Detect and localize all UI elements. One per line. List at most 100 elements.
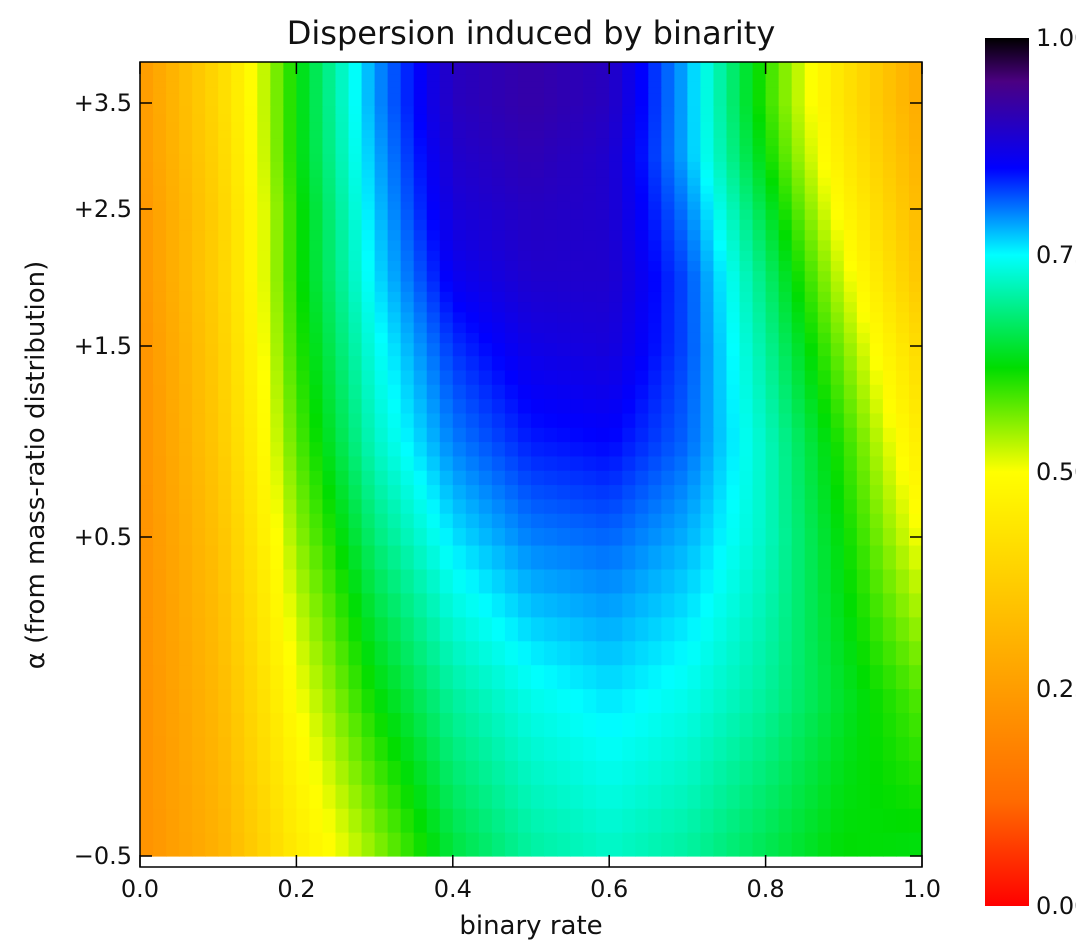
heatmap-cell [544,527,558,546]
heatmap-cell [361,427,376,443]
heatmap-cell [491,784,506,809]
heatmap-cell [882,311,897,323]
heatmap-cell [218,153,232,162]
heatmap-cell [765,129,780,139]
heatmap-cell [908,193,922,202]
heatmap-cell [830,250,845,261]
heatmap-cell [231,239,245,251]
heatmap-cell [153,92,167,100]
heatmap-cell [583,80,597,88]
heatmap-cell [661,80,675,88]
heatmap-cell [491,568,506,594]
heatmap-cell [413,355,428,371]
heatmap-cell [830,121,845,131]
heatmap-cell [778,470,793,486]
heatmap-cell [895,153,910,162]
heatmap-cell [491,688,506,714]
heatmap-cell [283,441,297,457]
heatmap-cell [374,250,389,261]
heatmap-cell [752,185,767,194]
heatmap-cell [426,527,441,546]
heatmap-cell [700,455,715,471]
heatmap-cell [635,568,649,594]
heatmap-cell [882,201,897,210]
heatmap-cell [648,712,662,737]
heatmap-cell [570,113,584,123]
heatmap-cell [452,177,467,186]
heatmap-cell [517,369,532,385]
heatmap-cell [426,209,441,220]
heatmap-cell [426,145,441,154]
heatmap-cell [661,113,675,123]
heatmap-cell [895,527,910,546]
heatmap-cell [791,664,806,690]
heatmap-cell [439,280,454,292]
heatmap-cell [817,342,832,357]
heatmap-cell [791,398,806,414]
heatmap-cell [166,427,180,443]
heatmap-cell [726,229,741,241]
heatmap-cell [283,784,297,809]
heatmap-cell [661,384,675,400]
heatmap-cell [622,137,636,146]
heatmap-cell [439,169,454,178]
heatmap-cell [700,513,715,529]
heatmap-cell [283,384,297,400]
heatmap-cell [752,68,767,75]
heatmap-cell [270,498,284,514]
heatmap-cell [296,62,311,69]
heatmap-cell [361,736,376,761]
heatmap-cell [348,484,363,500]
heatmap-cell [596,137,610,146]
heatmap-cell [908,169,922,178]
heatmap-cell [166,105,180,115]
heatmap-cell [296,311,311,323]
heatmap-cell [778,355,793,371]
heatmap-cell [596,153,610,162]
heatmap-cell [504,280,519,292]
heatmap-cell [465,470,480,486]
heatmap-cell [361,193,376,202]
heatmap-cell [348,322,363,333]
heatmap-cell [570,92,584,100]
heatmap-cell [374,201,389,210]
heatmap-cell [517,177,532,186]
heatmap-cell [778,161,793,170]
heatmap-cell [205,455,219,471]
heatmap-cell [531,62,545,69]
heatmap-cell [817,736,832,761]
heatmap-cell [348,412,363,428]
heatmap-cell [283,332,297,344]
heatmap-cell [309,121,324,131]
heatmap-cell [531,332,545,344]
heatmap-cell [635,664,649,690]
heatmap-cell [348,105,363,115]
heatmap-cell [478,185,493,194]
heatmap-cell [426,260,441,272]
heatmap-cell [544,260,558,272]
heatmap-cell [635,736,649,761]
heatmap-cell [231,260,245,272]
heatmap-cell [218,832,232,857]
heatmap-cell [205,145,219,154]
heatmap-cell [400,201,415,210]
heatmap-cell [153,527,167,546]
heatmap-cell [544,129,558,139]
heatmap-cell [752,455,767,471]
heatmap-cell [517,169,532,178]
heatmap-cell [895,311,910,323]
heatmap-cell [478,784,493,809]
heatmap-cell [583,291,597,303]
heatmap-cell [270,301,284,313]
heatmap-cell [817,527,832,546]
heatmap-cell [166,169,180,178]
heatmap-cell [478,760,493,785]
heatmap-cell [231,355,245,371]
heatmap-cell [830,105,845,115]
heatmap-cell [648,688,662,714]
heatmap-cell [908,229,922,241]
heatmap-cell [192,412,206,428]
heatmap-cell [908,784,922,809]
heatmap-cell [452,105,467,115]
heatmap-cell [648,270,662,282]
